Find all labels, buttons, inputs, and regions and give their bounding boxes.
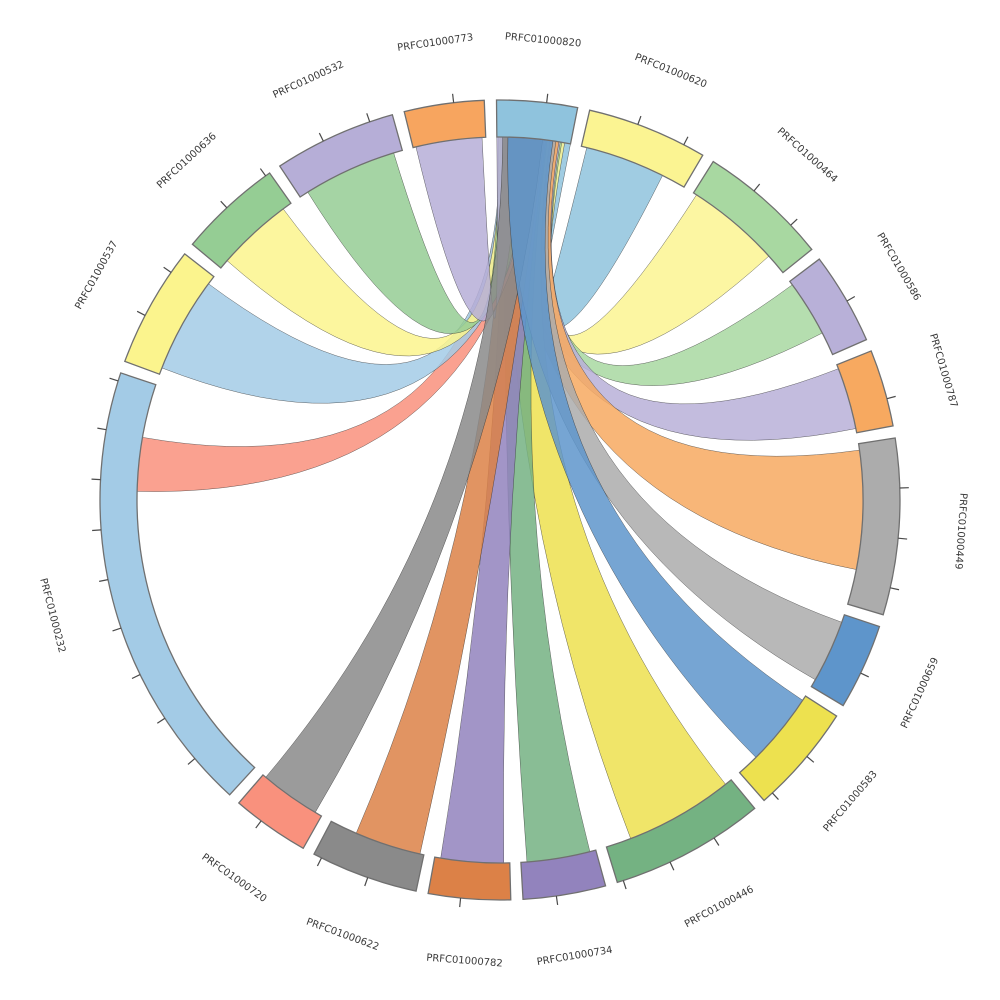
sector-arc-PRFC01000232 xyxy=(99,372,256,796)
sector-arcs-layer xyxy=(99,99,901,901)
sector-arc-PRFC01000636 xyxy=(191,172,292,269)
tick-PRFC01000232 xyxy=(131,674,141,680)
tick-PRFC01000532 xyxy=(366,113,371,123)
tick-PRFC01000232 xyxy=(99,579,109,582)
tick-PRFC01000620 xyxy=(637,115,642,125)
tick-PRFC01000537 xyxy=(136,310,146,316)
sector-label-PRFC01000464: PRFC01000464 xyxy=(775,126,840,185)
sector-arc-PRFC01000537 xyxy=(123,252,215,376)
sector-label-PRFC01000586: PRFC01000586 xyxy=(874,231,922,303)
sector-label-PRFC01000773: PRFC01000773 xyxy=(397,32,474,54)
sector-label-PRFC01000659: PRFC01000659 xyxy=(899,656,941,730)
sector-label-PRFC01000636: PRFC01000636 xyxy=(155,131,219,191)
tick-PRFC01000720 xyxy=(255,820,262,829)
tick-PRFC01000232 xyxy=(92,529,102,532)
sector-label-PRFC01000734: PRFC01000734 xyxy=(536,945,613,968)
tick-PRFC01000620 xyxy=(683,136,689,146)
tick-PRFC01000586 xyxy=(846,296,856,302)
tick-PRFC01000636 xyxy=(259,168,267,177)
tick-PRFC01000787 xyxy=(886,395,896,400)
ribbons-layer xyxy=(136,136,864,864)
sector-arc-PRFC01000659 xyxy=(810,613,881,707)
tick-PRFC01000446 xyxy=(669,861,675,871)
sector-label-PRFC01000446: PRFC01000446 xyxy=(683,884,756,930)
sector-label-PRFC01000787: PRFC01000787 xyxy=(927,332,959,409)
tick-PRFC01000446 xyxy=(622,880,627,890)
tick-PRFC01000449 xyxy=(890,587,900,591)
sector-arc-PRFC01000782 xyxy=(427,856,512,901)
tick-PRFC01000232 xyxy=(187,758,196,765)
sector-label-PRFC01000232: PRFC01000232 xyxy=(37,577,67,654)
sector-label-PRFC01000620: PRFC01000620 xyxy=(633,52,708,91)
sector-arc-PRFC01000586 xyxy=(788,258,868,356)
sector-label-PRFC01000782: PRFC01000782 xyxy=(426,953,503,970)
tick-PRFC01000820 xyxy=(546,93,549,103)
ticks-layer xyxy=(91,93,909,908)
sector-arc-PRFC01000622 xyxy=(313,820,425,892)
sector-label-PRFC01000537: PRFC01000537 xyxy=(73,239,120,311)
tick-PRFC01000532 xyxy=(318,132,324,142)
sector-label-PRFC01000532: PRFC01000532 xyxy=(271,59,345,101)
sector-label-PRFC01000449: PRFC01000449 xyxy=(952,493,968,570)
sector-label-PRFC01000720: PRFC01000720 xyxy=(199,852,268,905)
tick-PRFC01000232 xyxy=(112,627,122,632)
sector-arc-PRFC01000734 xyxy=(520,849,607,901)
sector-arc-PRFC01000464 xyxy=(692,160,813,274)
sector-arc-PRFC01000773 xyxy=(403,99,487,149)
tick-PRFC01000622 xyxy=(364,877,369,887)
tick-PRFC01000232 xyxy=(97,427,107,431)
tick-PRFC01000446 xyxy=(713,837,720,846)
sector-arc-PRFC01000620 xyxy=(580,109,704,188)
tick-PRFC01000583 xyxy=(771,792,779,800)
tick-PRFC01000583 xyxy=(806,756,815,763)
tick-PRFC01000734 xyxy=(555,895,559,906)
sector-arc-PRFC01000720 xyxy=(237,774,323,850)
tick-PRFC01000232 xyxy=(156,717,166,724)
tick-PRFC01000464 xyxy=(790,218,798,226)
sector-arc-PRFC01000820 xyxy=(495,99,579,145)
tick-PRFC01000782 xyxy=(459,897,462,908)
sector-arc-PRFC01000787 xyxy=(836,350,894,434)
tick-PRFC01000232 xyxy=(109,377,119,382)
sector-label-PRFC01000583: PRFC01000583 xyxy=(822,769,880,834)
tick-PRFC01000659 xyxy=(860,672,870,678)
tick-PRFC01000537 xyxy=(163,266,172,273)
tick-PRFC01000464 xyxy=(753,183,761,192)
sector-arc-PRFC01000583 xyxy=(738,695,838,802)
sector-label-PRFC01000622: PRFC01000622 xyxy=(305,917,381,953)
sector-arc-PRFC01000532 xyxy=(278,113,404,198)
tick-PRFC01000622 xyxy=(316,857,322,867)
sector-arc-PRFC01000446 xyxy=(605,778,756,884)
sector-label-PRFC01000820: PRFC01000820 xyxy=(504,31,581,49)
tick-PRFC01000636 xyxy=(220,200,228,209)
sector-arc-PRFC01000449 xyxy=(846,437,901,616)
tick-PRFC01000449 xyxy=(898,537,908,540)
tick-PRFC01000773 xyxy=(452,93,455,103)
